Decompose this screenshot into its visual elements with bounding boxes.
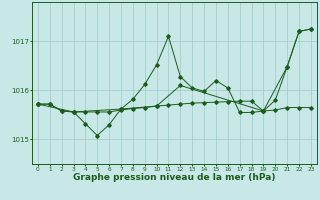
X-axis label: Graphe pression niveau de la mer (hPa): Graphe pression niveau de la mer (hPa) [73,173,276,182]
